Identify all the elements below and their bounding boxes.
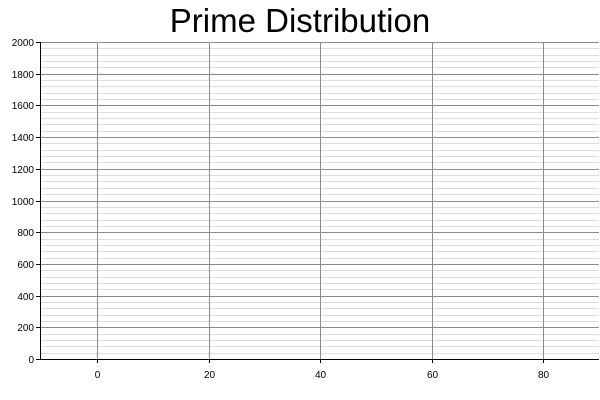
x-tick-label: 60 (427, 370, 439, 381)
x-tick-label: 40 (315, 370, 327, 381)
y-tick-label: 600 (17, 260, 34, 271)
x-tick-label: 20 (204, 370, 216, 381)
y-tick-label: 1000 (12, 197, 35, 208)
y-tick-label: 2000 (12, 38, 35, 49)
x-axis-ticks: 0 20 40 60 80 (95, 359, 550, 381)
y-tick-label: 1600 (12, 101, 35, 112)
y-tick-label: 1800 (12, 70, 35, 81)
minor-grid (40, 48, 599, 354)
chart-title: Prime Distribution (170, 2, 430, 39)
y-tick-label: 0 (28, 355, 34, 366)
x-tick-label: 0 (95, 370, 101, 381)
x-tick-label: 80 (538, 370, 550, 381)
y-tick-label: 800 (17, 228, 34, 239)
axes (40, 42, 599, 360)
y-tick-label: 1200 (12, 165, 35, 176)
y-axis-ticks: 0 200 400 600 800 1000 1200 1400 1600 1800 2000 (12, 38, 40, 366)
major-grid (40, 42, 599, 359)
y-tick-label: 200 (17, 323, 34, 334)
y-tick-label: 400 (17, 292, 34, 303)
y-tick-label: 1400 (12, 133, 35, 144)
